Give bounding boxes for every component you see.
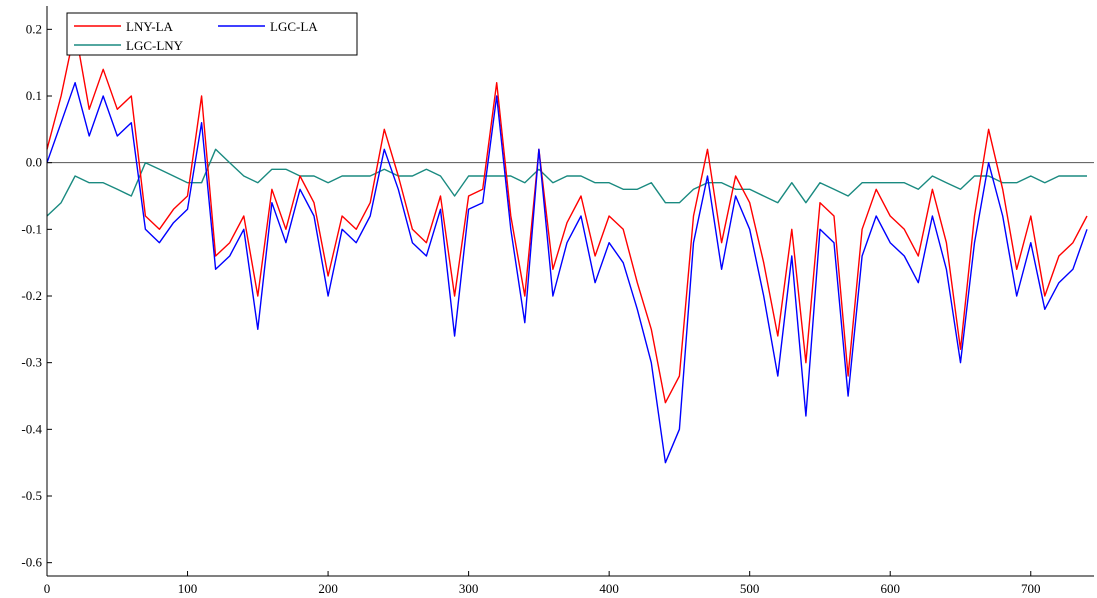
y-tick-label: -0.6: [21, 555, 42, 570]
legend-box: [66, 12, 358, 56]
y-tick-label: 0.1: [26, 88, 42, 103]
legend-label-lgc-la: LGC-LA: [270, 19, 318, 34]
legend-label-lny-la: LNY-LA: [126, 19, 174, 34]
x-tick-label: 700: [1021, 581, 1041, 596]
series-line-lny-la: [46, 28, 1088, 404]
series-layer: [46, 28, 1088, 464]
x-tick-label: 500: [740, 581, 760, 596]
y-tick-label: -0.3: [21, 355, 42, 370]
x-tick-label: 0: [44, 581, 51, 596]
y-tick-label: 0.0: [26, 155, 42, 170]
y-tick-label: 0.2: [26, 21, 42, 36]
x-tick-label: 600: [880, 581, 900, 596]
y-tick-label: -0.5: [21, 488, 42, 503]
y-tick-label: -0.1: [21, 221, 42, 236]
series-line-lgc-lny: [46, 148, 1087, 217]
x-tick-label: 400: [599, 581, 619, 596]
x-tick-label: 200: [318, 581, 338, 596]
y-tick-label: -0.2: [21, 288, 42, 303]
x-tick-label: 300: [459, 581, 479, 596]
legend: LNY-LA LGC-LA LGC-LNY: [66, 12, 358, 56]
y-tick-label: -0.4: [21, 421, 42, 436]
series-line-lgc-la: [46, 81, 1088, 464]
axes-layer: [46, 6, 1094, 577]
ticks-layer: 0 100 200 300 400 500 600 700 0.2 0.1 0.0 -0.1 -0.2 -…: [21, 21, 1040, 596]
x-tick-label: 100: [178, 581, 198, 596]
legend-label-lgc-lny: LGC-LNY: [126, 38, 184, 53]
